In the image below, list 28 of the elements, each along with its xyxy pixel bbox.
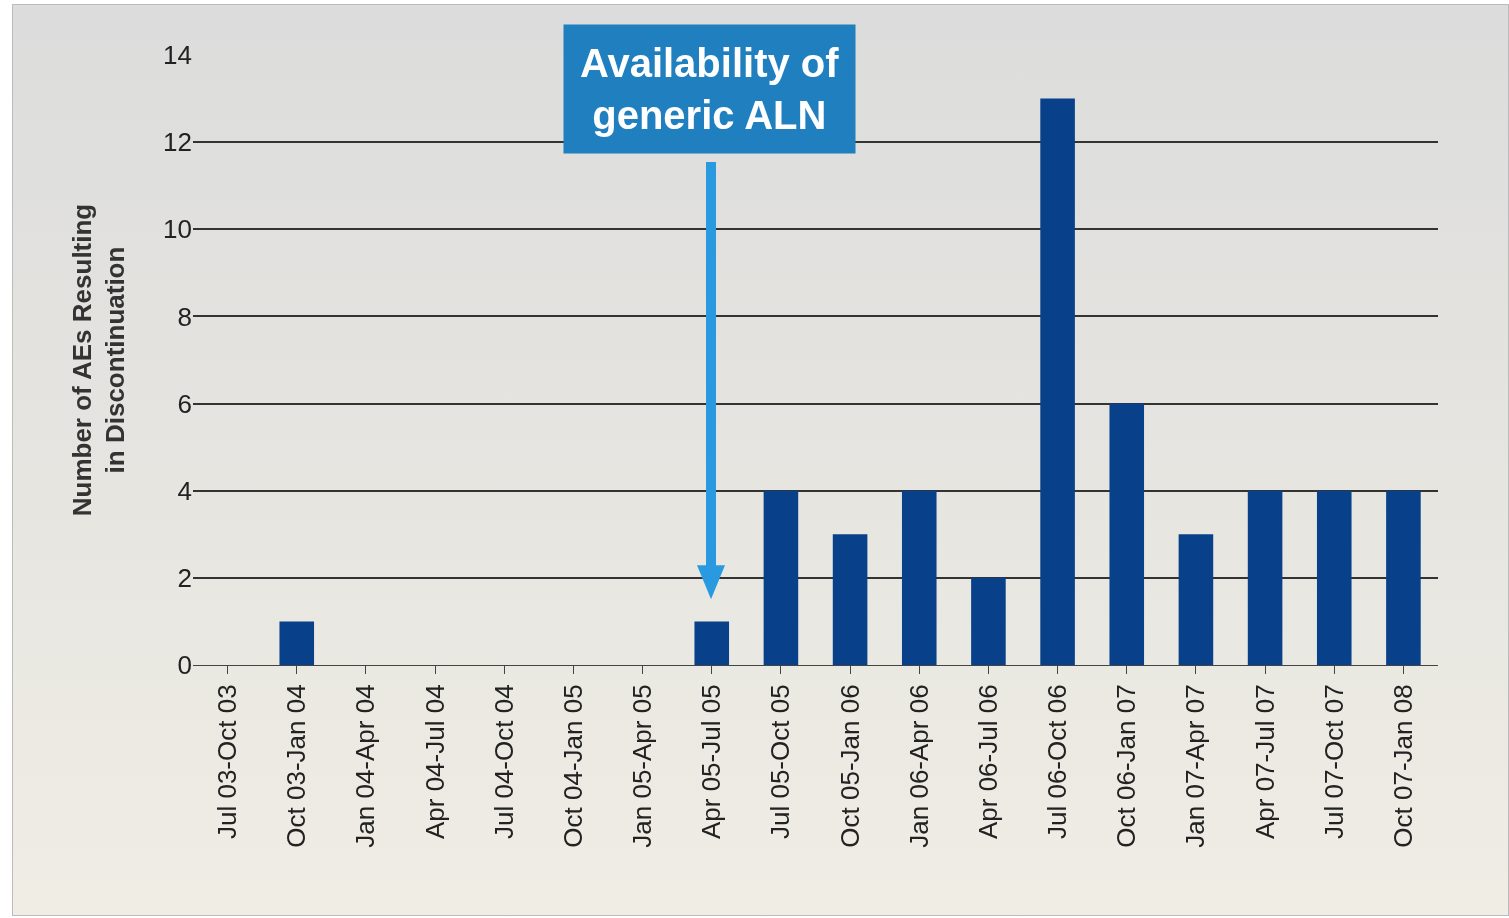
y-tick-label: 6 [177,388,192,419]
y-axis-title: Number of AEs Resulting in Discontinuation [66,203,131,517]
x-tick-label: Jan 06-Apr 06 [903,684,934,848]
y-tick-label: 12 [163,127,192,158]
x-tick-label: Jan 07-Apr 07 [1180,684,1211,848]
x-tick-label: Apr 05-Jul 05 [696,684,727,840]
x-tick-label: Jul 07-Oct 07 [1318,684,1349,840]
y-tick-label: 0 [177,650,192,681]
annotation: Availability of generic ALN [580,41,840,137]
x-tick-label: Apr 06-Jul 06 [972,684,1003,840]
x-tick-label: Jan 04-Apr 04 [350,684,381,848]
x-tick-label: Oct 07-Jan 08 [1387,684,1418,848]
x-tick-label: Jul 03-Oct 03 [212,684,243,840]
x-tick-label: Apr 07-Jul 07 [1249,684,1280,840]
x-tick-label: Jul 06-Oct 06 [1042,684,1073,840]
y-tick-label: 2 [177,562,192,593]
x-tick-label: Oct 05-Jan 06 [834,684,865,848]
x-tick-label: Oct 04-Jan 05 [557,684,588,848]
x-tick-label: Apr 04-Jul 04 [419,684,450,840]
y-tick-label: 10 [163,214,192,245]
x-tick-label: Jan 05-Apr 05 [627,684,658,848]
x-tick-label: Jul 05-Oct 05 [765,684,796,840]
y-tick-label: 14 [163,40,192,71]
y-tick-label: 4 [177,475,192,506]
x-tick-label: Jul 04-Oct 04 [488,684,519,840]
x-tick-label: Oct 06-Jan 07 [1111,684,1142,848]
y-tick-label: 8 [177,301,192,332]
x-tick-label: Oct 03-Jan 04 [281,684,312,848]
